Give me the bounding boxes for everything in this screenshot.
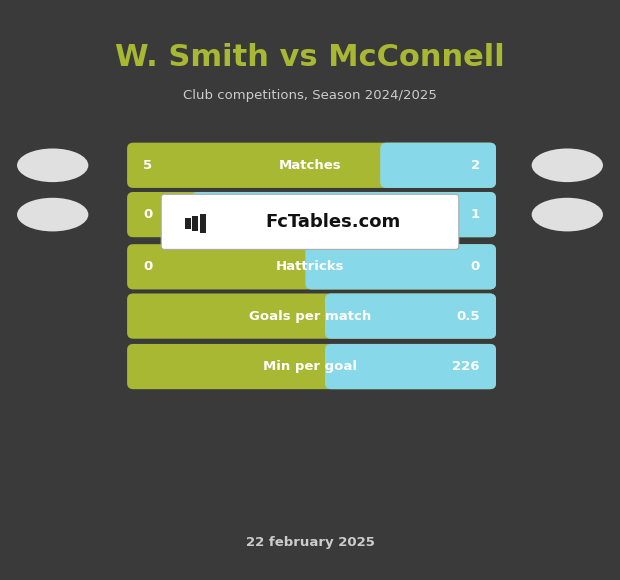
Text: Matches: Matches — [278, 159, 342, 172]
Text: FcTables.com: FcTables.com — [266, 213, 401, 231]
FancyBboxPatch shape — [325, 344, 496, 389]
Text: 5: 5 — [143, 159, 153, 172]
FancyBboxPatch shape — [305, 244, 496, 289]
Text: W. Smith vs McConnell: W. Smith vs McConnell — [115, 44, 505, 72]
Text: 0: 0 — [471, 260, 480, 273]
FancyBboxPatch shape — [191, 192, 496, 237]
FancyBboxPatch shape — [192, 216, 198, 231]
Text: 2: 2 — [471, 159, 480, 172]
Ellipse shape — [17, 148, 89, 182]
FancyBboxPatch shape — [127, 293, 496, 339]
Text: 226: 226 — [453, 360, 480, 373]
Text: 22 february 2025: 22 february 2025 — [246, 536, 374, 549]
Text: 0.5: 0.5 — [456, 310, 480, 322]
FancyBboxPatch shape — [127, 192, 496, 237]
Text: Goals per match: Goals per match — [249, 310, 371, 322]
FancyBboxPatch shape — [380, 143, 496, 188]
Text: Min per goal: Min per goal — [263, 360, 357, 373]
Ellipse shape — [532, 198, 603, 231]
FancyBboxPatch shape — [161, 194, 459, 249]
Text: Hattricks: Hattricks — [276, 260, 344, 273]
FancyBboxPatch shape — [127, 143, 496, 188]
FancyBboxPatch shape — [185, 219, 191, 229]
FancyBboxPatch shape — [127, 344, 496, 389]
Ellipse shape — [532, 148, 603, 182]
FancyBboxPatch shape — [325, 293, 496, 339]
Ellipse shape — [17, 198, 89, 231]
Text: 1: 1 — [471, 208, 480, 221]
FancyBboxPatch shape — [127, 244, 496, 289]
Text: Goals: Goals — [289, 208, 331, 221]
Text: 0: 0 — [143, 260, 153, 273]
FancyBboxPatch shape — [200, 214, 206, 234]
Text: 0: 0 — [143, 208, 153, 221]
Text: Club competitions, Season 2024/2025: Club competitions, Season 2024/2025 — [183, 89, 437, 102]
